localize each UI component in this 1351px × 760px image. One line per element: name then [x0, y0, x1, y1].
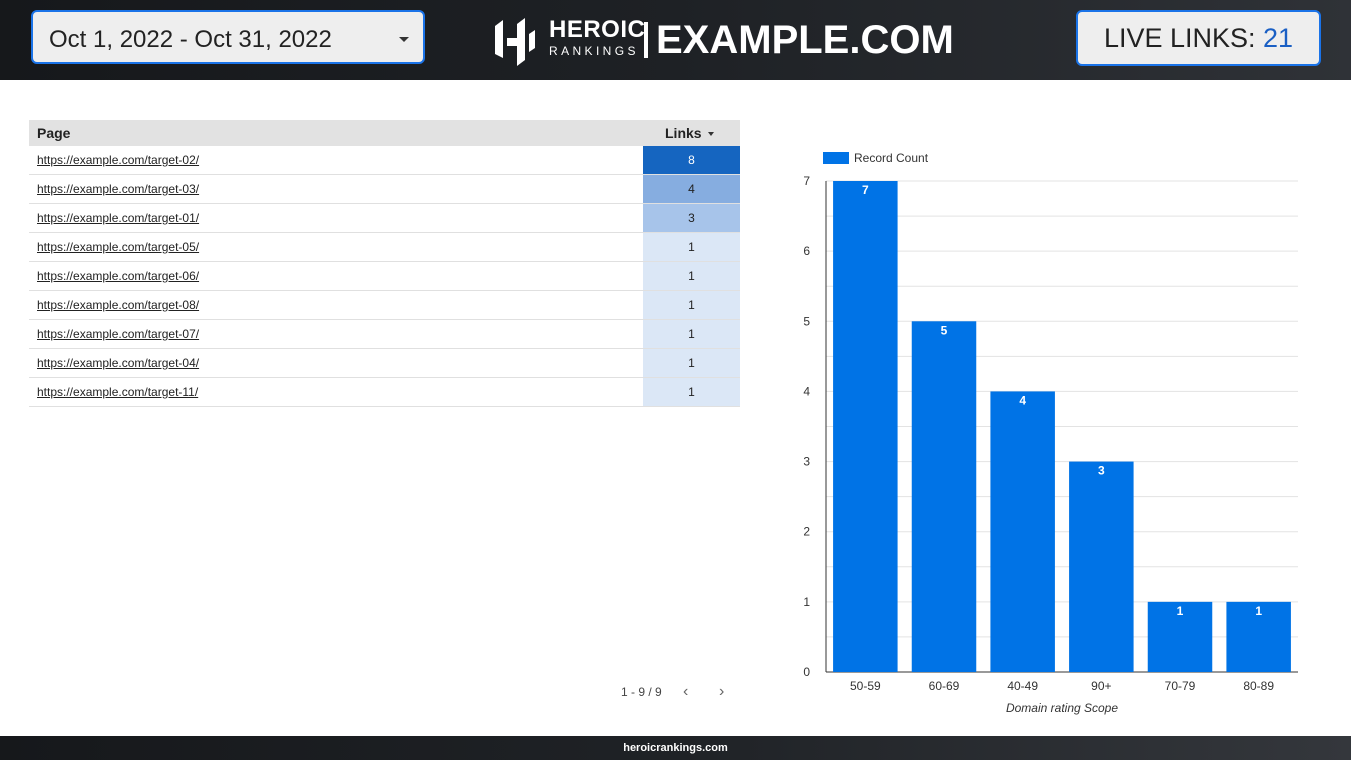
- dropdown-caret-icon: [399, 37, 409, 42]
- live-links-count: 21: [1263, 23, 1294, 53]
- page-link[interactable]: https://example.com/target-04/: [37, 356, 200, 370]
- column-header-links[interactable]: Links: [665, 125, 714, 141]
- y-tick-label: 4: [803, 384, 810, 398]
- x-tick-label: 80-89: [1243, 679, 1274, 693]
- brand-name: HEROIC: [549, 16, 646, 43]
- page-link[interactable]: https://example.com/target-01/: [37, 211, 200, 225]
- data-label: 5: [941, 323, 948, 337]
- sort-desc-icon: [707, 132, 714, 137]
- column-header-links-label: Links: [665, 125, 702, 141]
- links-count-cell: 3: [643, 204, 740, 232]
- next-page-icon[interactable]: ›: [719, 683, 725, 700]
- page-link[interactable]: https://example.com/target-08/: [37, 298, 200, 312]
- site-title: EXAMPLE.COM: [656, 18, 954, 62]
- table-header: Page Links: [29, 120, 740, 146]
- bar: [1226, 601, 1291, 672]
- heroic-logo-icon: [495, 18, 535, 66]
- table-row: https://example.com/target-08/1: [29, 291, 740, 320]
- table-row: https://example.com/target-01/3: [29, 204, 740, 233]
- table-body: https://example.com/target-02/8 https://e…: [29, 146, 740, 407]
- header-bar: Oct 1, 2022 - Oct 31, 2022 HEROIC RANKIN…: [0, 0, 1351, 80]
- data-label: 1: [1255, 604, 1262, 618]
- links-count-cell: 1: [643, 349, 740, 377]
- links-count-cell: 1: [643, 233, 740, 261]
- y-tick-label: 5: [803, 314, 810, 328]
- links-count-cell: 1: [643, 378, 740, 406]
- live-links-scorecard: LIVE LINKS: 21: [1076, 10, 1321, 66]
- table-row: https://example.com/target-07/1: [29, 320, 740, 349]
- live-links-label: LIVE LINKS:: [1103, 23, 1264, 53]
- data-label: 3: [1098, 464, 1105, 478]
- links-count-cell: 4: [643, 175, 740, 203]
- table-row: https://example.com/target-06/1: [29, 262, 740, 291]
- bar: [911, 321, 977, 672]
- table-row: https://example.com/target-04/1: [29, 349, 740, 378]
- prev-page-icon[interactable]: ‹: [683, 683, 689, 700]
- page-link[interactable]: https://example.com/target-05/: [37, 240, 200, 254]
- y-tick-label: 7: [803, 174, 810, 188]
- links-count-cell: 8: [643, 146, 740, 174]
- x-tick-label: 40-49: [1007, 679, 1038, 693]
- y-tick-label: 3: [803, 455, 810, 469]
- y-tick-label: 1: [803, 595, 810, 609]
- pagination-label: 1 - 9 / 9: [621, 685, 662, 699]
- y-tick-label: 6: [803, 244, 810, 258]
- date-range-picker[interactable]: Oct 1, 2022 - Oct 31, 2022: [31, 10, 425, 64]
- x-tick-label: 60-69: [929, 679, 960, 693]
- column-header-page[interactable]: Page: [37, 125, 71, 141]
- table-row: https://example.com/target-02/8: [29, 146, 740, 175]
- bar: [990, 391, 1055, 672]
- brand-subtitle: RANKINGS: [549, 44, 639, 58]
- page-link[interactable]: https://example.com/target-07/: [37, 327, 200, 341]
- page-link[interactable]: https://example.com/target-06/: [37, 269, 200, 283]
- data-label: 7: [862, 183, 869, 197]
- x-tick-label: 50-59: [850, 679, 881, 693]
- footer-domain: heroicrankings.com: [623, 742, 728, 754]
- y-tick-label: 0: [803, 665, 810, 679]
- x-tick-label: 70-79: [1165, 679, 1196, 693]
- x-axis-title: Domain rating Scope: [1006, 701, 1118, 715]
- table-row: https://example.com/target-03/4: [29, 175, 740, 204]
- pages-table: Page Links https://example.com/target-02…: [29, 120, 740, 407]
- table-row: https://example.com/target-11/1: [29, 378, 740, 407]
- links-count-cell: 1: [643, 262, 740, 290]
- data-label: 4: [1019, 393, 1026, 407]
- y-tick-label: 2: [803, 525, 810, 539]
- legend-swatch: [823, 152, 849, 164]
- brand-separator: [644, 22, 648, 58]
- x-tick-label: 90+: [1091, 679, 1111, 693]
- page-link[interactable]: https://example.com/target-03/: [37, 182, 200, 196]
- data-label: 1: [1177, 604, 1184, 618]
- legend-label: Record Count: [854, 151, 929, 165]
- page-link[interactable]: https://example.com/target-02/: [37, 153, 200, 167]
- date-range-text: Oct 1, 2022 - Oct 31, 2022: [49, 26, 332, 53]
- bar: [1069, 461, 1134, 672]
- links-count-cell: 1: [643, 320, 740, 348]
- table-row: https://example.com/target-05/1: [29, 233, 740, 262]
- bar: [1147, 601, 1213, 672]
- footer-bar: heroicrankings.com: [0, 736, 1351, 760]
- domain-rating-bar-chart: 0 1 2 3 4 5 6 7 7 50-59 5 60-69 4 40-49 3 90+ 1 70-79 1 80-…: [803, 151, 1298, 715]
- page-link[interactable]: https://example.com/target-11/: [37, 385, 199, 399]
- bar: [833, 181, 898, 672]
- links-count-cell: 1: [643, 291, 740, 319]
